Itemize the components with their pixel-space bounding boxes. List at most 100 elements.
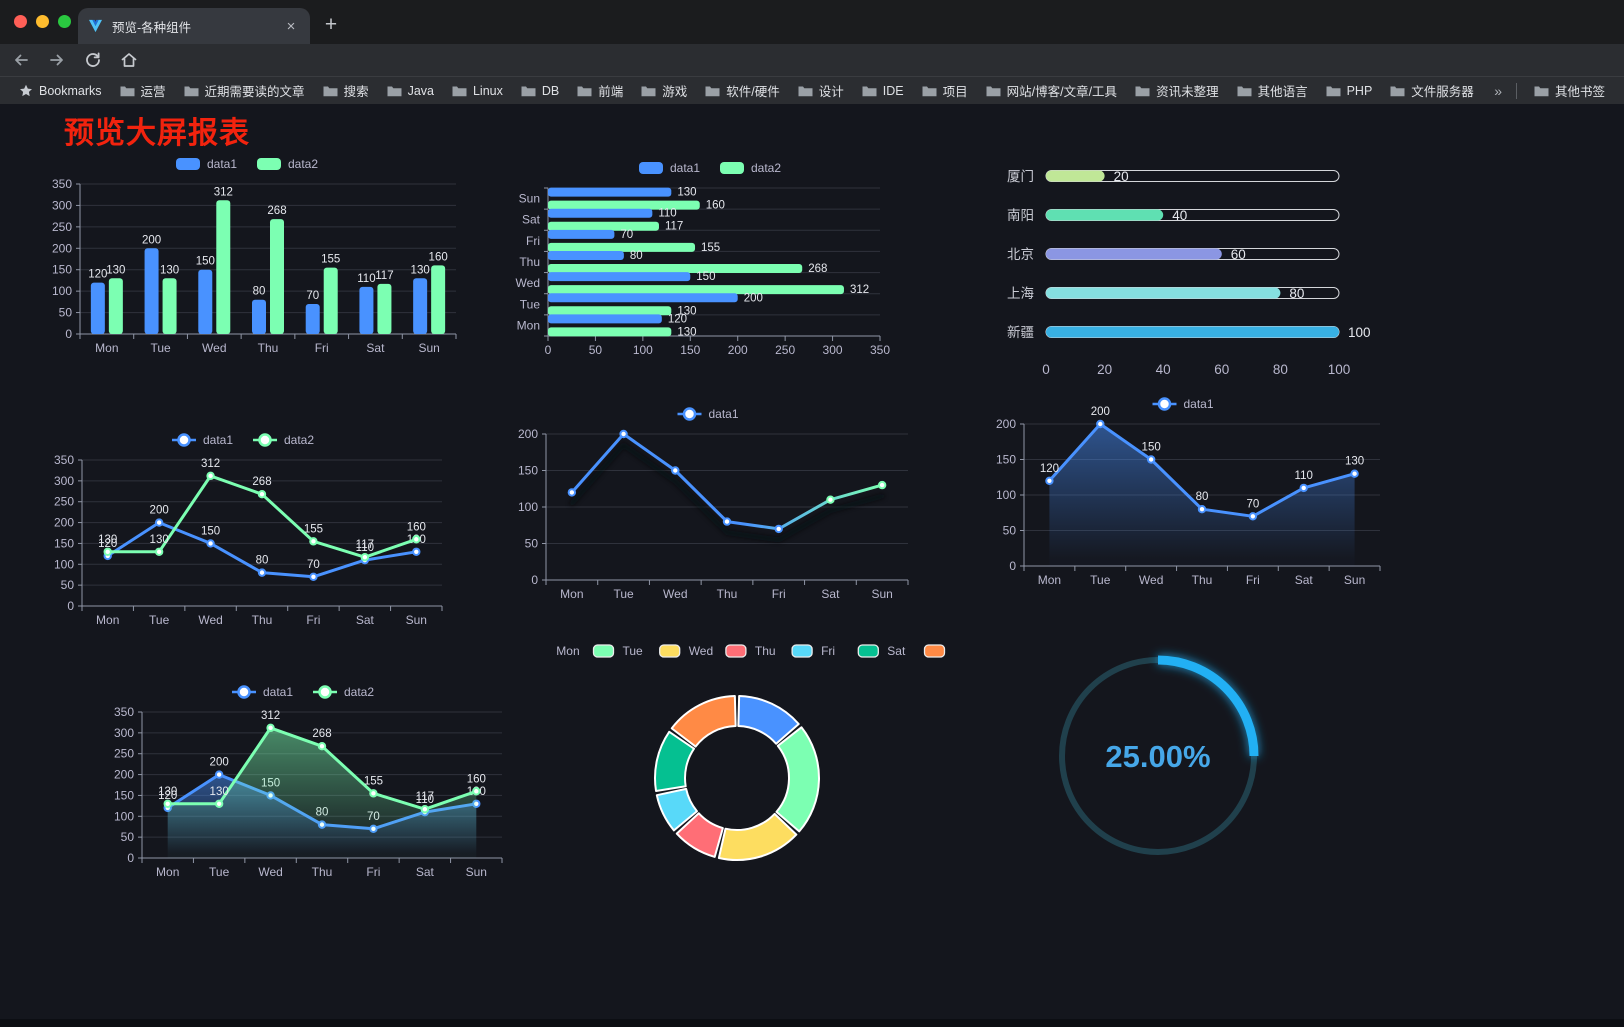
svg-text:Fri: Fri (306, 613, 320, 627)
svg-text:155: 155 (304, 523, 323, 535)
svg-text:110: 110 (357, 273, 375, 285)
folder-icon (798, 86, 813, 96)
horizontal-bar-chart[interactable]: data1 data2 0 50 100 150 200 250 300 350 Sun 130 160… (502, 152, 924, 364)
svg-text:0: 0 (127, 851, 134, 865)
svg-text:250: 250 (114, 747, 134, 761)
svg-text:data1: data1 (709, 407, 739, 421)
svg-text:60: 60 (1214, 362, 1229, 377)
svg-text:Mon: Mon (95, 341, 118, 355)
bookmark-folder-item[interactable]: 资讯未整理 (1128, 78, 1226, 103)
svg-text:上海: 上海 (1007, 286, 1034, 301)
svg-text:0: 0 (1009, 559, 1016, 573)
area-line-chart[interactable]: data1 0 50 100 150 200 Mon Tue Wed Thu Fri Sat Sun 12… (978, 388, 1394, 596)
page-bottom-edge (0, 1019, 1624, 1027)
svg-text:Sat: Sat (366, 341, 385, 355)
svg-text:data1: data1 (263, 685, 293, 699)
svg-text:100: 100 (1348, 325, 1371, 340)
svg-text:150: 150 (201, 525, 220, 537)
bookmark-folder-item[interactable]: 近期需要读的文章 (177, 78, 312, 103)
svg-text:100: 100 (54, 557, 74, 571)
svg-text:200: 200 (142, 234, 161, 246)
bookmarks-divider (1515, 82, 1517, 99)
other-bookmarks-folder[interactable]: 其他书签 (1527, 78, 1612, 103)
svg-text:Wed: Wed (689, 644, 713, 658)
svg-text:20: 20 (1114, 169, 1129, 184)
multi-line-chart[interactable]: data1 data2 0 50 100 150 200 250 300 350 Mon Tue Wed… (36, 424, 456, 636)
svg-text:Fri: Fri (821, 644, 835, 658)
folder-icon (1390, 86, 1405, 96)
svg-text:312: 312 (850, 284, 869, 296)
svg-text:80: 80 (630, 250, 643, 262)
svg-text:130: 130 (677, 187, 696, 199)
back-button[interactable] (8, 47, 34, 73)
svg-text:350: 350 (870, 343, 890, 357)
svg-text:20: 20 (1097, 362, 1112, 377)
svg-text:160: 160 (467, 773, 486, 785)
bookmarks-bar: Bookmarks 运营 近期需要读的文章 搜索 Java Linux DB 前端 游戏 软件/… (0, 76, 1624, 104)
circular-progress-gauge[interactable]: 25.00% (1036, 640, 1280, 880)
bookmark-folder-item[interactable]: 其他语言 (1230, 78, 1315, 103)
bookmark-folder-item[interactable]: IDE (855, 78, 911, 103)
bookmark-folder-item[interactable]: DB (514, 78, 566, 103)
gradient-line-chart[interactable]: data1 0 50 100 150 200 Mon Tue Wed Thu Fri Sat Sun (500, 398, 922, 610)
zoom-window-button[interactable] (58, 15, 71, 28)
svg-text:Tue: Tue (149, 613, 170, 627)
bookmark-folder-item[interactable]: 运营 (113, 78, 173, 103)
svg-text:Fri: Fri (315, 341, 329, 355)
folder-icon (986, 86, 1001, 96)
svg-text:80: 80 (1196, 491, 1209, 503)
bookmark-folder-item[interactable]: 设计 (791, 78, 851, 103)
folder-icon (1326, 86, 1341, 96)
reload-button[interactable] (80, 47, 106, 73)
traffic-lights (14, 15, 71, 28)
grouped-bar-chart[interactable]: data1 data2 0 50 100 150 200 250 300 350 Mon Tue Wed… (34, 148, 466, 364)
bookmarks-manager[interactable]: Bookmarks (12, 81, 109, 101)
bookmark-folder-item[interactable]: 搜索 (316, 78, 376, 103)
svg-text:50: 50 (589, 343, 603, 357)
dual-area-chart[interactable]: data1 data2 0 50 100 150 200 250 300 350 Mon Tue Wed… (96, 676, 516, 888)
bookmark-folder-item[interactable]: Java (380, 78, 441, 103)
close-window-button[interactable] (14, 15, 27, 28)
bookmark-folder-item[interactable]: 文件服务器 (1383, 78, 1481, 103)
home-button[interactable] (116, 47, 142, 73)
svg-text:Thu: Thu (312, 865, 333, 879)
folder-icon (323, 86, 338, 96)
svg-text:350: 350 (54, 453, 74, 467)
bookmark-folder-list: 运营 近期需要读的文章 搜索 Java Linux DB 前端 游戏 软件/硬件 设计 IDE 项目网… (113, 78, 1481, 103)
bookmark-folder-item[interactable]: 软件/硬件 (698, 78, 786, 103)
browser-tab[interactable]: 预览-各种组件 × (78, 8, 310, 44)
svg-text:268: 268 (267, 205, 286, 217)
svg-text:120: 120 (668, 313, 687, 325)
svg-text:Fri: Fri (366, 865, 380, 879)
svg-text:Sun: Sun (406, 613, 427, 627)
bookmark-folder-item[interactable]: Linux (445, 78, 510, 103)
bookmark-folder-item[interactable]: 网站/博客/文章/工具 (979, 78, 1124, 103)
svg-text:312: 312 (214, 186, 233, 198)
svg-text:130: 130 (158, 786, 177, 798)
bookmark-folder-item[interactable]: PHP (1319, 78, 1380, 103)
svg-text:25.00%: 25.00% (1105, 739, 1210, 774)
svg-text:Wed: Wed (516, 276, 540, 290)
svg-text:Fri: Fri (526, 234, 540, 248)
svg-text:40: 40 (1172, 208, 1187, 223)
tab-close-icon[interactable]: × (286, 17, 296, 35)
folder-icon (705, 86, 720, 96)
city-progress-chart[interactable]: 厦门 20 南阳 40 北京 60 上海 80 新疆 100 0 20 40 60 80 100 (980, 152, 1395, 384)
new-tab-button[interactable]: + (324, 13, 338, 36)
svg-text:50: 50 (121, 830, 135, 844)
svg-text:80: 80 (1289, 286, 1304, 301)
bookmark-folder-item[interactable]: 游戏 (634, 78, 694, 103)
bookmark-folder-item[interactable]: 前端 (570, 78, 630, 103)
bookmarks-overflow-chevron[interactable]: » (1494, 82, 1502, 99)
svg-text:150: 150 (196, 256, 215, 268)
folder-icon (922, 86, 937, 96)
svg-text:120: 120 (158, 790, 177, 802)
svg-text:Tue: Tue (613, 587, 634, 601)
forward-button[interactable] (44, 47, 70, 73)
svg-text:100: 100 (518, 500, 538, 514)
svg-text:北京: 北京 (1007, 247, 1034, 262)
bookmark-folder-item[interactable]: 项目 (915, 78, 975, 103)
minimize-window-button[interactable] (36, 15, 49, 28)
